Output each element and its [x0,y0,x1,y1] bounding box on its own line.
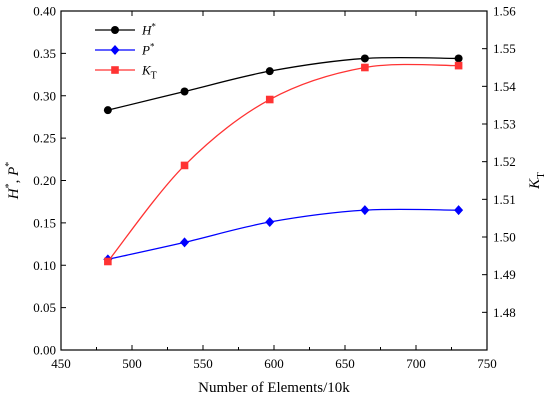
y-left-tick-label: 0.35 [33,46,56,61]
legend-label: P* [141,42,155,58]
series-1 [103,205,464,265]
data-point [265,95,274,104]
legend-label: KT [141,63,157,82]
x-tick-label: 550 [193,356,213,371]
x-tick-label: 650 [335,356,355,371]
y-left-tick-label: 0.30 [33,88,56,103]
data-point [180,87,189,96]
y-right-tick-label: 1.49 [493,267,516,282]
series-line [107,56,459,111]
data-point [265,67,274,76]
y-left-tick-label: 0.10 [33,258,56,273]
x-tick-label: 700 [406,356,426,371]
plot-frame [60,10,488,351]
y-right-tick-label: 1.55 [493,41,516,56]
y-left-tick-label: 0.05 [33,300,56,315]
series-0 [103,54,463,115]
data-point [454,205,464,216]
legend-marker [111,66,119,74]
data-point [361,63,369,72]
legend: H* P* KT [95,22,157,82]
y-right-tick-label: 1.52 [493,154,516,169]
series-line [107,208,459,260]
x-axis-title: Number of Elements/10k [198,380,350,396]
y-left-tick-label: 0.25 [33,131,56,146]
data-point [454,54,463,63]
y-left-tick-label: 0.40 [33,4,56,19]
legend-marker [111,26,119,34]
legend-marker [110,45,120,55]
y-right-tick-label: 1.48 [493,305,516,320]
x-tick-label: 600 [264,356,284,371]
y-left-tick-label: 0.15 [33,215,56,230]
y-axis-left-title: H*, P* [4,162,22,201]
x-tick-label: 500 [122,356,142,371]
data-point [265,217,275,228]
data-point [454,61,463,70]
y-right-tick-label: 1.50 [493,230,516,245]
y-right-tick-label: 1.54 [493,79,516,94]
legend-label: H* [141,22,156,38]
x-tick-label: 450 [51,356,71,371]
y-right-tick-label: 1.53 [493,117,516,132]
series-2 [104,61,463,266]
data-point [360,54,369,63]
y-right-tick-label: 1.51 [493,192,516,207]
data-point [180,161,189,170]
data-point [103,106,112,115]
data-point [360,205,370,216]
x-tick-label: 750 [477,356,497,371]
data-point [104,257,112,266]
axes-layer: 450 500 550 600 650 700 750 0.00 0.05 0.10 0.15 0.2… [33,4,516,372]
y-right-tick-label: 1.56 [493,4,516,19]
y-axis-right-title: KT [527,172,547,190]
y-left-tick-label: 0.00 [33,343,56,358]
series-line [107,63,459,262]
series-layer [103,54,464,266]
y-left-tick-label: 0.20 [33,173,56,188]
data-point [180,237,190,248]
